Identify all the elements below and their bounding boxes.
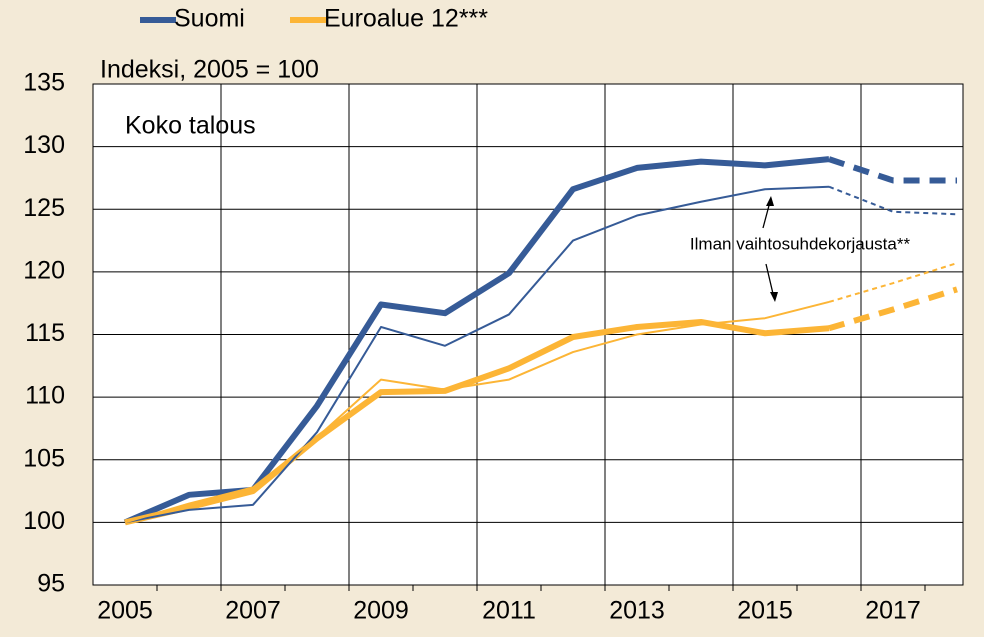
annotation-arrow-head [766, 196, 774, 206]
series-line [124, 300, 830, 524]
y-tick-label: 100 [23, 507, 65, 535]
series-line [124, 185, 830, 524]
x-tick-label: 2005 [97, 597, 153, 625]
subtitle: Indeksi, 2005 = 100 [100, 56, 319, 84]
panel-label: Koko talous [125, 112, 256, 140]
y-tick-label: 120 [23, 256, 65, 284]
y-tick-label: 105 [23, 444, 65, 472]
y-tick-label: 125 [23, 194, 65, 222]
annotation: Ilman vaihtosuhdekorjausta** [690, 234, 911, 253]
x-tick-label: 2017 [865, 597, 921, 625]
x-tick-label: 2011 [482, 597, 536, 625]
legend-label: Euroalue 12*** [324, 5, 488, 33]
legend-label: Suomi [174, 5, 245, 33]
x-tick-label: 2013 [609, 597, 665, 625]
annotation-arrow-head [770, 292, 778, 302]
y-tick-label: 95 [37, 570, 65, 598]
y-tick-label: 135 [23, 69, 65, 97]
y-tick-label: 115 [25, 319, 65, 347]
series-line-forecast [828, 156, 957, 184]
x-tick-label: 2015 [737, 597, 793, 625]
x-tick-label: 2007 [225, 597, 281, 625]
series-line-forecast [828, 286, 958, 332]
series-line-forecast [828, 262, 958, 303]
y-tick-label: 110 [25, 382, 65, 410]
x-tick-label: 2009 [353, 597, 409, 625]
y-tick-label: 130 [23, 131, 65, 159]
series-line-forecast [828, 185, 958, 216]
